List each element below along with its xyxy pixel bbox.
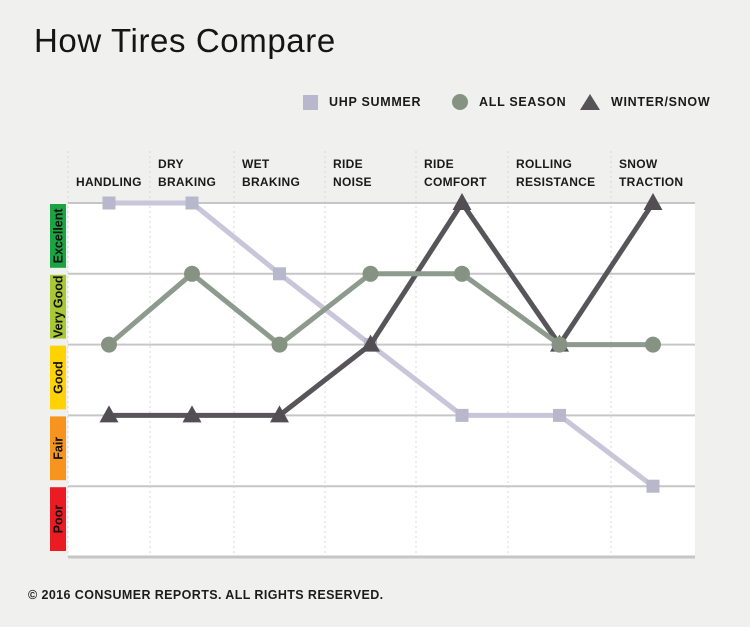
marker-all-season-ride-comfort bbox=[454, 265, 470, 282]
category-label-dry-braking: DRY bbox=[158, 157, 184, 171]
category-label-snow-traction: TRACTION bbox=[619, 175, 683, 189]
legend-label: ALL SEASON bbox=[479, 95, 567, 109]
category-label-dry-braking: BRAKING bbox=[158, 175, 216, 189]
marker-winter-snow-ride-noise bbox=[361, 334, 380, 352]
marker-all-season-snow-traction bbox=[645, 336, 661, 353]
legend-item-all-season: ALL SEASON bbox=[452, 92, 566, 112]
marker-winter-snow-wet-braking bbox=[270, 405, 289, 423]
legend-label: WINTER/SNOW bbox=[611, 95, 711, 109]
uhp-summer-square-icon bbox=[303, 94, 318, 110]
marker-all-season-wet-braking bbox=[271, 336, 288, 353]
category-label-ride-comfort: COMFORT bbox=[424, 175, 487, 189]
rating-band-fair bbox=[50, 416, 66, 481]
rating-band-excellent bbox=[50, 204, 66, 268]
category-label-wet-braking: BRAKING bbox=[242, 175, 300, 189]
copyright-text: © 2016 CONSUMER REPORTS. ALL RIGHTS RESE… bbox=[28, 588, 384, 602]
legend-label: UHP SUMMER bbox=[329, 95, 422, 109]
category-label-rolling-resistance: ROLLING bbox=[516, 157, 572, 171]
category-label-rolling-resistance: RESISTANCE bbox=[516, 175, 595, 189]
category-label-ride-comfort: RIDE bbox=[424, 157, 454, 171]
marker-all-season-rolling-resistance bbox=[551, 336, 568, 353]
marker-uhp-summer-snow-traction bbox=[646, 479, 660, 493]
category-label-ride-noise: RIDE bbox=[333, 157, 363, 171]
rating-band-good bbox=[50, 345, 66, 410]
marker-winter-snow-ride-comfort bbox=[452, 193, 472, 210]
rating-band-label: Excellent bbox=[52, 208, 66, 264]
rating-band-label: Poor bbox=[52, 505, 66, 534]
category-label-wet-braking: WET bbox=[242, 157, 270, 171]
marker-winter-snow-dry-braking bbox=[182, 405, 202, 423]
marker-uhp-summer-rolling-resistance bbox=[553, 408, 566, 422]
marker-all-season-ride-noise bbox=[362, 265, 379, 282]
marker-uhp-summer-wet-braking bbox=[273, 267, 286, 281]
page-title: How Tires Compare bbox=[34, 22, 336, 59]
marker-uhp-summer-handling bbox=[102, 196, 116, 210]
legend-item-uhp-summer: UHP SUMMER bbox=[303, 92, 421, 112]
rating-band-very-good bbox=[50, 274, 66, 339]
rating-band-label: Good bbox=[52, 361, 66, 394]
category-label-snow-traction: SNOW bbox=[619, 157, 658, 171]
marker-all-season-handling bbox=[101, 336, 117, 353]
category-label-handling: HANDLING bbox=[76, 175, 142, 189]
category-label-ride-noise: NOISE bbox=[333, 175, 372, 189]
legend-item-winter-snow: WINTER/SNOW bbox=[580, 92, 710, 112]
marker-uhp-summer-ride-comfort bbox=[455, 408, 469, 422]
legend: UHP SUMMER ALL SEASON WINTER/SNOW bbox=[0, 92, 750, 114]
marker-winter-snow-snow-traction bbox=[643, 193, 663, 210]
all-season-circle-icon bbox=[452, 94, 468, 110]
winter-snow-triangle-icon bbox=[580, 94, 600, 110]
rating-band-label: Fair bbox=[52, 437, 66, 460]
marker-uhp-summer-dry-braking bbox=[185, 196, 199, 210]
plot-area bbox=[68, 203, 695, 557]
rating-band-label: Very Good bbox=[52, 275, 66, 338]
marker-winter-snow-handling bbox=[99, 405, 119, 423]
rating-band-poor bbox=[50, 487, 66, 551]
marker-all-season-dry-braking bbox=[184, 265, 200, 282]
